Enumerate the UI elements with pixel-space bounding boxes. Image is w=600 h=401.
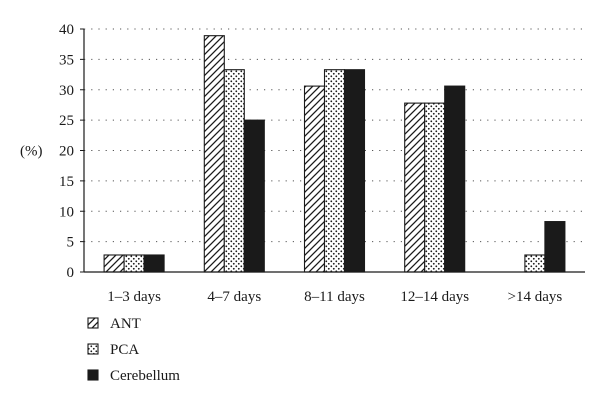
y-tick-label: 30 [59,83,74,99]
y-tick-label: 10 [59,204,74,220]
x-tick-label: 1–3 days [107,289,161,305]
bars [103,35,566,273]
legend-swatch-ant [87,317,99,329]
bar-ant-0 [103,254,125,273]
bar-pca-4 [524,254,546,273]
legend: ANT PCA Cerebellum [87,316,180,384]
y-tick-label: 35 [59,52,74,68]
legend-label-cerebellum: Cerebellum [110,368,180,384]
y-tick-label: 25 [59,113,74,129]
y-tick-label: 15 [59,174,74,190]
bar-cerebellum-1 [243,119,265,273]
bar-cerebellum-2 [343,69,366,273]
x-tick-label: >14 days [508,289,563,305]
bar-pca-2 [323,69,346,273]
y-axis-ticks: 0 5 10 15 20 25 30 35 40 [59,22,84,281]
legend-label-ant: ANT [110,316,141,332]
x-tick-label: 8–11 days [304,289,365,305]
y-tick-label: 5 [67,235,75,251]
x-axis-tick-labels: 1–3 days 4–7 days 8–11 days 12–14 days >14 d… [107,289,562,305]
bar-ant-2 [303,85,326,273]
y-tick-label: 40 [59,22,74,38]
y-tick-label: 0 [67,265,75,281]
legend-swatch-cerebellum [87,369,99,381]
y-tick-label: 20 [59,144,74,160]
bar-cerebellum-3 [444,85,466,273]
bar-ant-1 [203,35,225,273]
x-tick-label: 4–7 days [207,289,261,305]
legend-label-pca: PCA [110,342,139,358]
bar-ant-3 [404,102,426,273]
bar-cerebellum-0 [143,254,165,273]
bar-pca-1 [223,69,245,273]
x-tick-label: 12–14 days [400,289,469,305]
bar-cerebellum-4 [544,221,566,273]
y-axis-label: (%) [20,144,43,160]
legend-swatch-pca [87,343,99,355]
bar-pca-0 [123,254,145,273]
bar-pca-3 [424,102,446,273]
